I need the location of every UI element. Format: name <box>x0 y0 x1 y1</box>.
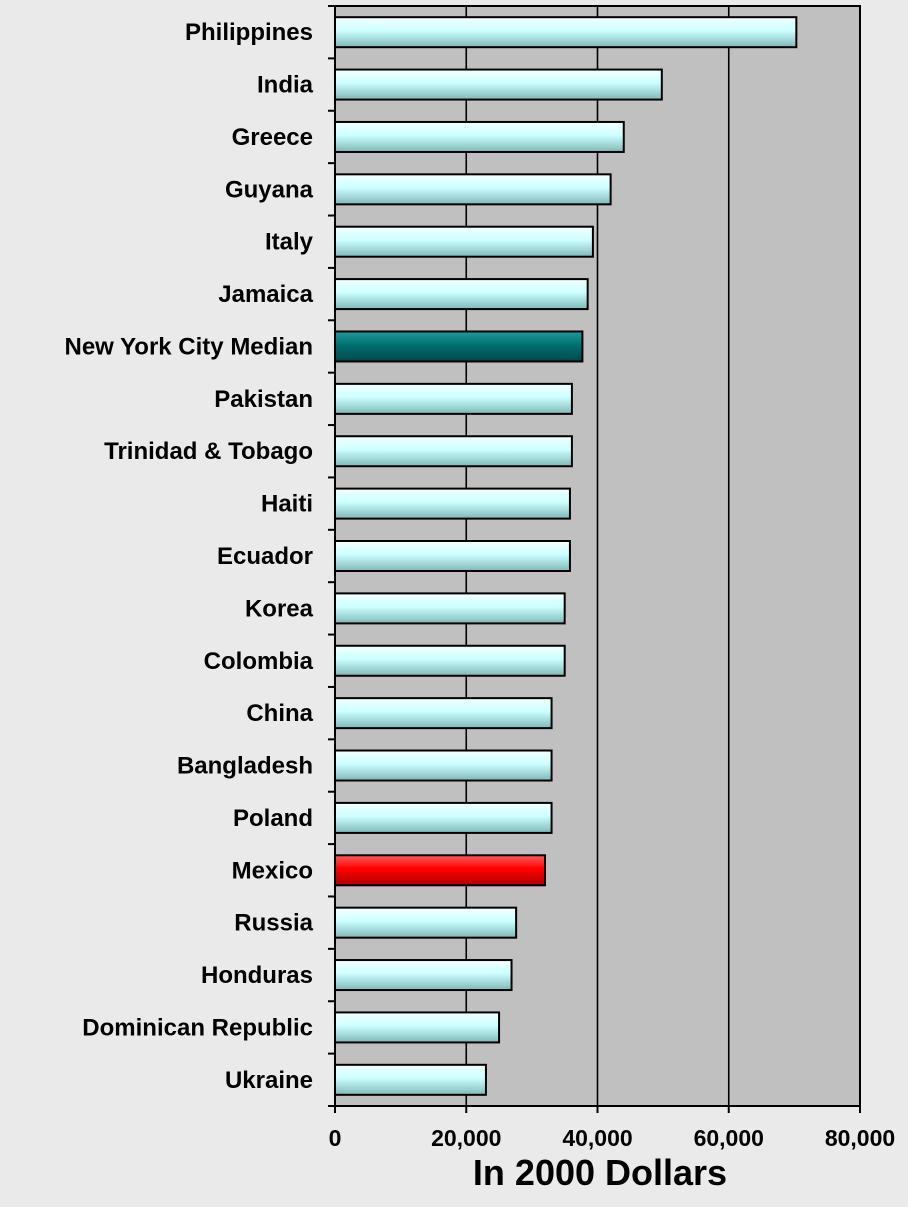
x-tick-label: 0 <box>329 1125 342 1150</box>
category-label: Guyana <box>225 176 314 203</box>
category-label: Ecuador <box>217 543 313 570</box>
category-label: Italy <box>265 229 314 256</box>
category-label: Mexico <box>232 857 313 884</box>
bar-greece <box>334 120 625 153</box>
x-tick-label: 40,000 <box>562 1125 632 1150</box>
bar-mexico <box>334 854 546 887</box>
bar-philippines <box>334 16 798 49</box>
bar-italy <box>334 225 594 258</box>
bar-bangladesh <box>334 749 553 782</box>
bar-ecuador <box>334 540 571 572</box>
x-tick-label: 20,000 <box>431 1125 501 1150</box>
bars <box>334 16 798 1096</box>
category-label: Haiti <box>261 491 313 518</box>
bar-poland <box>334 801 553 834</box>
category-label: Jamaica <box>218 281 313 308</box>
bar-russia <box>334 906 518 939</box>
bar-china <box>334 697 553 730</box>
axes <box>328 5 861 1113</box>
bar-korea <box>334 592 566 625</box>
category-label: Colombia <box>204 648 314 675</box>
bar-honduras <box>334 959 513 992</box>
category-label: Trinidad & Tobago <box>104 438 313 465</box>
category-label: Honduras <box>201 962 313 989</box>
category-label: Ukraine <box>225 1067 313 1094</box>
category-label: Dominican Republic <box>82 1014 313 1041</box>
category-label: Poland <box>233 805 313 832</box>
category-label: Pakistan <box>214 386 313 413</box>
bar-dominican-republic <box>334 1011 501 1044</box>
category-label: Russia <box>234 910 313 937</box>
bar-jamaica <box>334 278 589 311</box>
bar-colombia <box>334 644 566 677</box>
x-tick-label: 60,000 <box>694 1125 764 1150</box>
x-tick-label: 80,000 <box>825 1125 895 1150</box>
bar-new-york-city-median <box>334 330 584 363</box>
bar-haiti <box>334 487 571 520</box>
category-label: Bangladesh <box>177 753 313 780</box>
bar-ukraine <box>334 1063 487 1096</box>
bar-trinidad-tobago <box>334 435 573 468</box>
bar-pakistan <box>334 382 573 415</box>
tick-labels: 0 20,000 40,000 60,000 80,000 <box>329 1125 896 1150</box>
bar-chart: Philippines India Greece Guyana Italy Jamaica… <box>64 5 896 1150</box>
bar-india <box>334 68 663 101</box>
category-label: Philippines <box>185 19 313 46</box>
x-axis-title: In 2000 Dollars <box>472 1152 728 1193</box>
category-labels: Philippines India Greece Guyana Italy Jamaica… <box>64 19 313 1094</box>
category-label: New York City Median <box>64 333 313 360</box>
category-label: China <box>246 700 313 727</box>
bar-guyana <box>334 173 612 206</box>
category-label: Korea <box>245 595 314 622</box>
category-label: Greece <box>232 124 313 151</box>
category-label: India <box>257 72 314 99</box>
